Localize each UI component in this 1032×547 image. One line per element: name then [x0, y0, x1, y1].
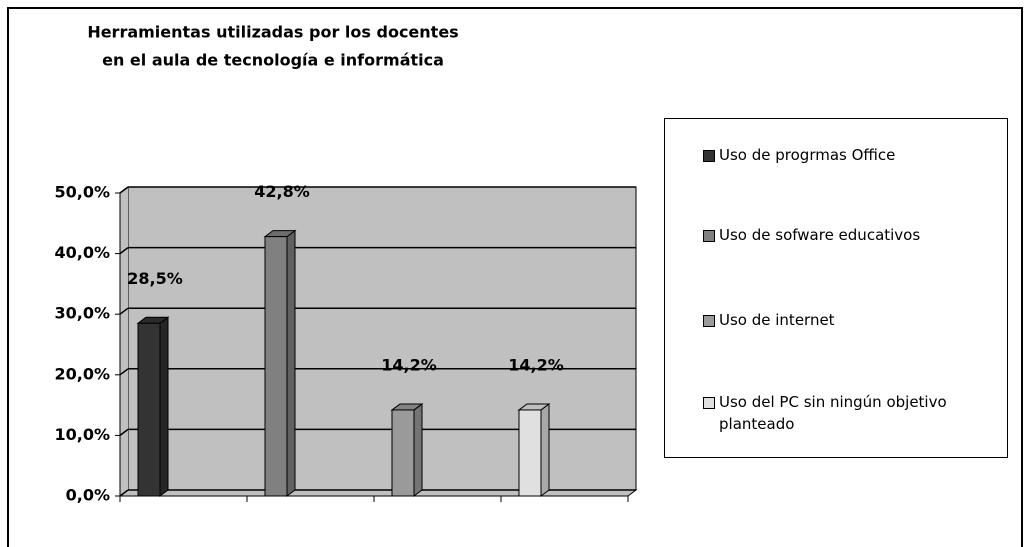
y-tick-label: 10,0%	[54, 425, 110, 444]
y-tick-label: 30,0%	[54, 304, 110, 323]
value-label: 14,2%	[381, 355, 437, 374]
bar-side	[413, 402, 423, 497]
value-label: 42,8%	[254, 182, 310, 201]
legend-label: Uso de progrmas Office	[719, 146, 896, 164]
legend-entry: Uso de sofware educativos	[703, 224, 993, 246]
legend: Uso de progrmas Office Uso de sofware edu…	[664, 118, 1008, 458]
value-label: 14,2%	[508, 355, 564, 374]
legend-swatch	[703, 230, 715, 242]
bar	[137, 322, 161, 497]
floor	[118, 489, 638, 497]
bar-side	[540, 402, 550, 497]
bar-side	[159, 316, 169, 497]
legend-entry: Uso del PC sin ningún objetivo planteado	[703, 391, 993, 435]
y-tick-label: 20,0%	[54, 364, 110, 383]
legend-label: Uso de internet	[719, 311, 835, 329]
value-label: 28,5%	[127, 269, 183, 288]
frame	[7, 7, 1023, 547]
bar	[518, 409, 542, 497]
bar-side	[286, 229, 296, 497]
legend-entry: Uso de progrmas Office	[703, 144, 993, 166]
bar	[264, 236, 288, 497]
back-wall	[127, 186, 637, 491]
legend-swatch	[703, 315, 715, 327]
grid-line	[119, 428, 129, 436]
grid-line	[119, 186, 129, 194]
chart-title: Herramientas utilizadas por los docentes	[87, 23, 458, 42]
grid-line	[119, 368, 129, 376]
bar	[391, 409, 415, 497]
legend-entry: Uso de internet	[703, 309, 993, 331]
legend-label: Uso de sofware educativos	[719, 226, 921, 244]
grid-line	[119, 247, 129, 255]
legend-swatch	[703, 150, 715, 162]
y-tick-label: 40,0%	[54, 243, 110, 262]
y-tick-label: 0,0%	[66, 486, 110, 505]
legend-label: Uso del PC sin ningún objetivo planteado	[719, 393, 947, 433]
grid-line	[119, 489, 129, 497]
y-tick-label: 50,0%	[54, 183, 110, 202]
side-wall	[120, 187, 128, 496]
chart-title: en el aula de tecnología e informática	[102, 51, 444, 70]
legend-swatch	[703, 397, 715, 409]
grid-line	[119, 307, 129, 315]
